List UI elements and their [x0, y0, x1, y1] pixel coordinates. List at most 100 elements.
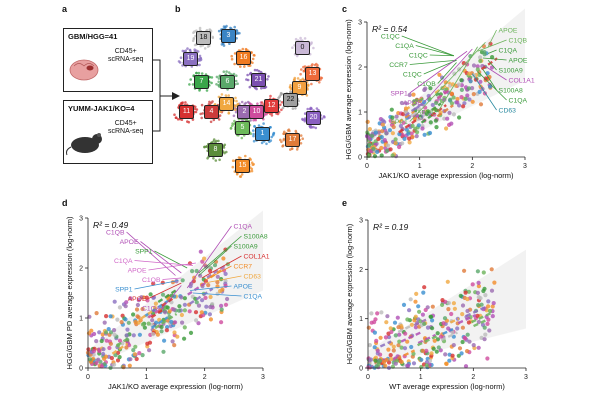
umap-point — [193, 107, 197, 111]
umap-point — [299, 72, 302, 76]
scatter-point — [486, 304, 491, 309]
scatter-point — [390, 153, 395, 158]
scatter-panel-e: 0 1 2 3 0 1 2 3 WT average expression (log-norm)… — [345, 218, 528, 392]
scatter-point — [405, 317, 410, 322]
scatter-point — [444, 126, 449, 131]
scatter-point — [96, 357, 101, 362]
scatter-point — [413, 299, 418, 304]
scatter-point — [104, 314, 109, 319]
scatter-point — [407, 136, 412, 141]
scatter-point — [445, 116, 450, 121]
trend-segment — [147, 306, 164, 319]
scatter-point — [483, 293, 488, 298]
umap-point — [240, 136, 244, 140]
trend-segment — [400, 331, 422, 343]
umap-point — [198, 89, 201, 92]
umap-point — [243, 65, 246, 68]
umap-point — [234, 110, 238, 114]
umap-point — [260, 101, 264, 104]
scatter-point — [394, 114, 399, 119]
scatter-point — [165, 325, 170, 330]
scatter-point — [481, 270, 486, 275]
umap-point — [214, 159, 218, 162]
scatter-point — [401, 120, 406, 125]
umap-cluster-label: 22 — [283, 93, 298, 107]
cohort-mouse-title: YUMM-JAK1/KO=4 — [68, 104, 135, 113]
trend-segment — [417, 333, 437, 345]
x-tick-label: 2 — [203, 374, 207, 381]
gene-annotation: S100A9 — [499, 68, 523, 75]
annotation-leader — [140, 241, 182, 274]
umap-point — [309, 106, 313, 110]
scatter-point — [478, 79, 483, 84]
scatter-point — [451, 112, 456, 117]
scatter-point — [99, 338, 104, 344]
scatter-point — [371, 146, 376, 151]
scatter-point — [434, 108, 439, 113]
umap-point — [318, 81, 321, 84]
scatter-point — [452, 71, 457, 76]
umap-point — [315, 107, 319, 110]
scatter-point — [457, 115, 462, 120]
umap-cluster-label: 7 — [194, 75, 209, 89]
scatter-point — [179, 312, 184, 318]
umap-point — [248, 64, 252, 67]
umap-point — [252, 132, 255, 136]
x-tick-label: 3 — [261, 374, 265, 381]
trend-segment — [404, 103, 422, 117]
scatter-point — [405, 339, 410, 344]
annotation-leader — [477, 39, 507, 52]
trend-segment — [470, 312, 492, 324]
umap-point — [266, 78, 269, 81]
scatter-point — [470, 99, 475, 104]
cohort-human-title: GBM/HGG=41 — [68, 32, 118, 41]
scatter-point — [488, 84, 493, 89]
umap-point — [217, 80, 220, 84]
y-axis-label: HGG/GBM average expression (log-norm) — [344, 19, 353, 160]
gene-annotation: C1QB — [106, 230, 125, 237]
annotation-leader — [186, 225, 232, 289]
x-tick-label: 0 — [365, 163, 369, 170]
scatter-point — [104, 330, 109, 335]
umap-point — [222, 146, 226, 149]
y-axis-label: HGG/GBM PD average expression (log-norm) — [65, 216, 74, 369]
scatter-point — [443, 352, 448, 357]
umap-point — [268, 112, 272, 116]
trend-segment — [424, 102, 442, 116]
annotation-leader — [198, 235, 242, 274]
scatter-point — [446, 300, 451, 306]
scatter-point — [367, 358, 372, 363]
scatter-point — [182, 336, 187, 341]
gene-annotation: C1QA — [234, 224, 253, 231]
r-squared-label: R² = 0.19 — [373, 222, 408, 232]
annotation-leader — [162, 277, 182, 280]
umap-point — [203, 47, 207, 50]
scatter-point — [208, 304, 213, 310]
scatter-point — [112, 299, 117, 304]
umap-point — [306, 107, 310, 111]
annotation-leader — [201, 255, 242, 279]
trend-segment — [434, 81, 452, 95]
umap-point — [289, 90, 292, 94]
scatter-point — [452, 306, 457, 311]
scatter-point — [374, 338, 379, 343]
gene-annotation: SPP1 — [390, 91, 408, 98]
gene-annotation: COL1A1 — [509, 78, 535, 85]
umap-point — [312, 46, 315, 50]
umap-point — [246, 73, 249, 77]
scatter-point — [397, 339, 402, 344]
scatter-point — [104, 338, 109, 343]
scatter-point — [182, 296, 187, 301]
scatter-point — [133, 344, 138, 349]
umap-point — [239, 175, 243, 178]
scatter-point — [490, 55, 495, 60]
scatter-point — [97, 348, 102, 354]
umap-cluster-label: 9 — [292, 81, 307, 95]
umap-point — [299, 142, 303, 145]
umap-point — [223, 26, 227, 29]
scatter-point — [416, 304, 421, 309]
scatter-point — [451, 301, 456, 306]
scatter-point — [391, 124, 396, 130]
umap-point — [188, 83, 191, 86]
scatter-point — [372, 330, 377, 335]
